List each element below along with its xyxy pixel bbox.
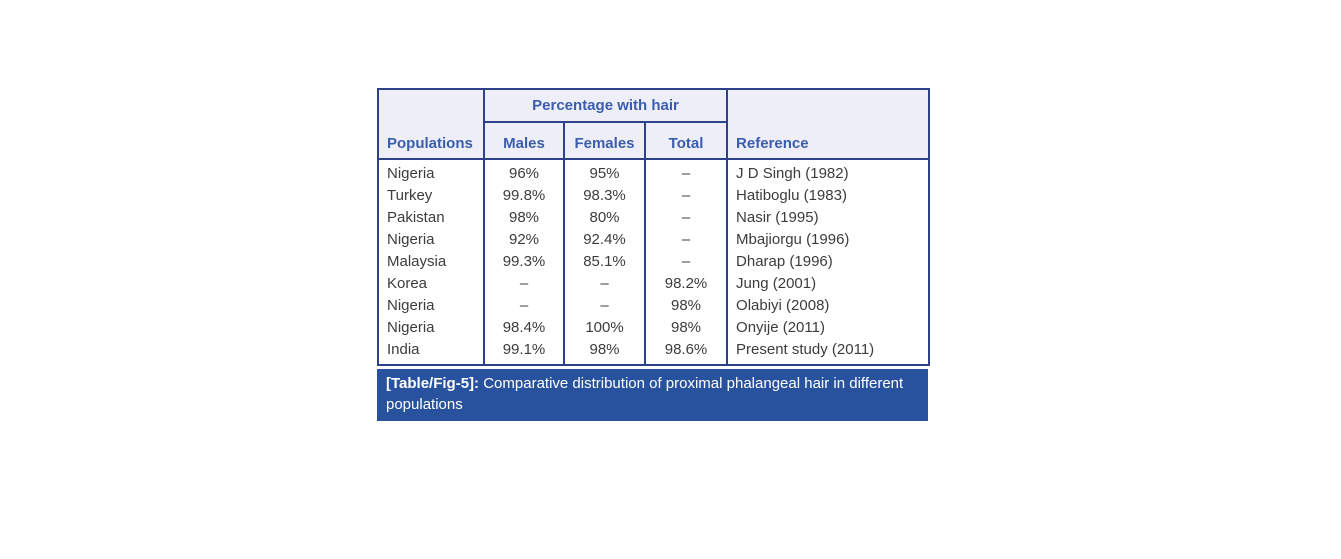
cell-total: – <box>643 159 728 185</box>
table-row: Malaysia 99.3% 85.1% – Dharap (1996) <box>378 251 930 273</box>
column-group-header-percentage-with-hair: Percentage with hair <box>482 89 728 123</box>
table-row: Nigeria – – 98% Olabiyi (2008) <box>378 295 930 317</box>
cell-males: – <box>483 273 564 295</box>
cell-population: Nigeria <box>387 297 435 314</box>
table-row: Nigeria 98.4% 100% 98% Onyije (2011) <box>378 317 930 339</box>
cell-males: 99.1% <box>483 339 564 365</box>
cell-reference: Present study (2011) <box>726 339 930 365</box>
cell-population: Korea <box>387 275 428 292</box>
cell-females: – <box>563 273 645 295</box>
cell-population: Nigeria <box>387 165 435 182</box>
table-row: Korea – – 98.2% Jung (2001) <box>378 273 930 295</box>
cell-females: 100% <box>563 317 645 339</box>
table-header: Populations Percentage with hair Referen… <box>378 89 930 160</box>
table-row: Pakistan 98% 80% – Nasir (1995) <box>378 207 930 229</box>
table-caption: [Table/Fig-5]: Comparative distribution … <box>377 369 928 421</box>
column-header-total: Total <box>643 122 728 160</box>
cell-reference: Nasir (1995) <box>726 207 930 229</box>
cell-females: 95% <box>563 159 645 185</box>
cell-population: Nigeria <box>387 319 435 336</box>
cell-total: – <box>643 229 728 251</box>
cell-reference: Onyije (2011) <box>726 317 930 339</box>
cell-females: 98.3% <box>563 185 645 207</box>
cell-males: 92% <box>483 229 564 251</box>
cell-total: 98.6% <box>643 339 728 365</box>
cell-population: India <box>387 341 420 358</box>
cell-total: 98% <box>643 317 728 339</box>
cell-males: – <box>483 295 564 317</box>
cell-total: – <box>643 251 728 273</box>
table-caption-label: [Table/Fig-5]: <box>386 375 480 392</box>
comparative-hair-table: Populations Percentage with hair Referen… <box>377 88 931 366</box>
cell-males: 98.4% <box>483 317 564 339</box>
cell-females: 80% <box>563 207 645 229</box>
cell-females: 85.1% <box>563 251 645 273</box>
table-body: Nigeria 96% 95% – J D Singh (1982) Turke… <box>378 159 930 365</box>
table-row: Turkey 99.8% 98.3% – Hatiboglu (1983) <box>378 185 930 207</box>
cell-population: Nigeria <box>387 231 435 248</box>
cell-males: 99.8% <box>483 185 564 207</box>
table-row: Nigeria 92% 92.4% – Mbajiorgu (1996) <box>378 229 930 251</box>
cell-total: 98.2% <box>643 273 728 295</box>
cell-reference: Mbajiorgu (1996) <box>726 229 930 251</box>
table-row: India 99.1% 98% 98.6% Present study (201… <box>378 339 930 365</box>
cell-males: 99.3% <box>483 251 564 273</box>
table-row: Nigeria 96% 95% – J D Singh (1982) <box>378 159 930 185</box>
column-header-populations: Populations <box>378 89 484 160</box>
cell-total: 98% <box>643 295 728 317</box>
cell-total: – <box>643 185 728 207</box>
table-caption-text: Comparative distribution of proximal pha… <box>386 375 904 413</box>
column-header-males: Males <box>483 122 564 160</box>
table-fig-5: Populations Percentage with hair Referen… <box>377 88 931 421</box>
cell-population: Pakistan <box>387 209 445 226</box>
cell-females: – <box>563 295 645 317</box>
cell-total: – <box>643 207 728 229</box>
cell-males: 98% <box>483 207 564 229</box>
cell-males: 96% <box>483 159 564 185</box>
column-header-females: Females <box>563 122 645 160</box>
cell-females: 98% <box>563 339 645 365</box>
cell-reference: J D Singh (1982) <box>726 159 930 185</box>
cell-reference: Dharap (1996) <box>726 251 930 273</box>
cell-reference: Jung (2001) <box>726 273 930 295</box>
cell-population: Malaysia <box>387 253 447 270</box>
cell-reference: Olabiyi (2008) <box>726 295 930 317</box>
cell-population: Turkey <box>387 187 433 204</box>
cell-reference: Hatiboglu (1983) <box>726 185 930 207</box>
column-header-reference: Reference <box>726 89 930 160</box>
cell-females: 92.4% <box>563 229 645 251</box>
